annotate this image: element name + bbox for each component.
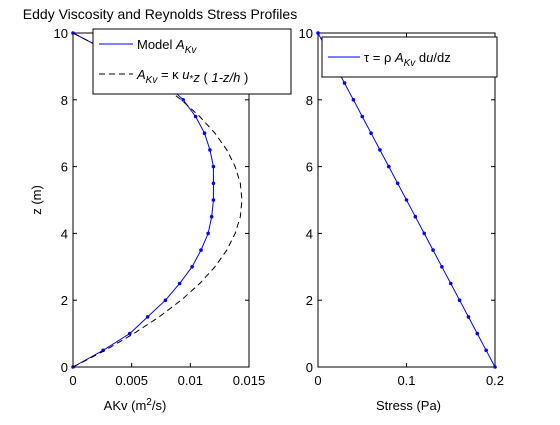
left-ylabel: z (m) [29, 185, 44, 215]
right-ytick-label: 8 [306, 93, 313, 108]
left-series-0-point [209, 214, 214, 219]
left-ytick-label: 6 [61, 160, 68, 175]
left-ytick-label: 8 [61, 93, 68, 108]
right-series-0-point [413, 214, 418, 219]
right-series-0-point [484, 348, 488, 353]
left-series-0-point [211, 198, 216, 202]
left-legend-label-theory: AKv = κ u*z ( 1-z/h ) [136, 67, 248, 86]
right-series-0-point [404, 198, 409, 202]
right-series-0-point [422, 231, 427, 236]
figure-title: Eddy Viscosity and Reynolds Stress Profi… [23, 6, 297, 22]
left-xtick-label: 0.015 [233, 373, 266, 388]
left-ytick-label: 2 [61, 293, 68, 308]
right-series-0-point [448, 281, 453, 286]
left-legend-label-model: Model AKv [137, 37, 197, 56]
right-ytick-label: 10 [299, 26, 313, 41]
right-legend-label: τ = ρ AKv du/dz [364, 50, 451, 69]
left-ytick-label: 10 [54, 26, 68, 41]
right-ytick-label: 0 [306, 360, 313, 375]
left-legend [92, 28, 292, 95]
left-plot: 0 0.005 0.01 0.015 0 2 4 6 8 10 AKv (m2/s) z (m) Mod… [29, 26, 292, 413]
right-ytick-label: 2 [306, 293, 313, 308]
right-series-0-point [395, 181, 400, 186]
right-xtick-label: 0.1 [397, 373, 415, 388]
left-xlabel: AKv (m2/s) [104, 397, 167, 413]
left-series-0-point [181, 98, 185, 102]
right-series-0-point [475, 331, 480, 336]
left-series-0-point [190, 265, 194, 269]
left-series-0-point [71, 31, 75, 35]
right-series-0-point [360, 114, 365, 119]
left-series-0-point [145, 315, 150, 319]
right-xtick-label: 0.2 [486, 373, 504, 388]
left-series-0-point [177, 281, 182, 286]
left-series-0-point [202, 131, 207, 135]
right-plot: 0 0.1 0.2 0 2 4 6 8 10 Stress (Pa) τ = ρ AKv du/dz [299, 26, 505, 413]
left-xtick-label: 0.01 [178, 373, 203, 388]
right-series-0-point [351, 98, 356, 102]
right-xtick-label: 0 [314, 373, 321, 388]
right-series-0-point [440, 265, 444, 269]
right-series-0-point [457, 298, 462, 303]
left-series-0-point [127, 331, 132, 336]
right-series-0-point [387, 164, 391, 169]
left-xtick-label: 0.005 [115, 373, 148, 388]
right-ytick-label: 6 [306, 160, 313, 175]
right-series-0-point [493, 365, 497, 369]
left-series-0-point [211, 164, 216, 169]
left-xtick-label: 0 [69, 373, 76, 388]
left-series-0-point [208, 148, 212, 152]
right-series-0-point [431, 248, 435, 252]
right-xlabel: Stress (Pa) [376, 398, 441, 413]
left-ytick-label: 0 [61, 360, 68, 375]
left-series-0-point [193, 114, 198, 119]
right-series-0-point [369, 131, 373, 135]
left-series-0-point [211, 181, 216, 186]
left-series-0-point [163, 298, 168, 303]
right-series-0-point [316, 31, 320, 35]
right-series-0-point [378, 148, 382, 152]
left-ytick-label: 4 [61, 226, 68, 241]
right-series-0-point [466, 315, 471, 319]
left-series-0-point [206, 231, 210, 236]
right-ytick-label: 4 [306, 226, 313, 241]
right-series-0-point [342, 81, 347, 85]
left-series-0-point [199, 248, 203, 252]
